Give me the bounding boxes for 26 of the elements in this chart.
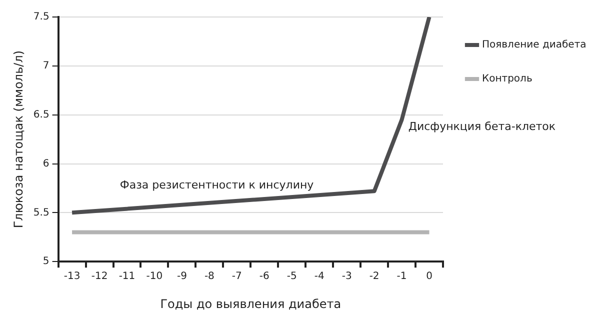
- y-tick-label: 5.5: [33, 207, 50, 218]
- x-tick-label: -1: [396, 271, 407, 282]
- y-tick-label: 7.5: [33, 12, 50, 23]
- legend-label: Контроль: [482, 74, 532, 85]
- y-tick-label: 6.5: [33, 109, 50, 120]
- y-axis-title: Глюкоза натощак (ммоль/л): [11, 50, 26, 228]
- y-tick-label: 7: [42, 60, 50, 72]
- y-tick-label: 6: [42, 158, 50, 170]
- x-tick-label: -6: [259, 271, 270, 282]
- x-tick-label: -12: [91, 271, 108, 282]
- x-tick-label: -8: [204, 271, 214, 282]
- x-tick-label: -2: [369, 271, 380, 282]
- x-tick-label: -4: [314, 271, 324, 282]
- annotation: Фаза резистентности к инсулину: [120, 178, 314, 192]
- x-tick-label: -9: [176, 271, 187, 282]
- x-tick-label: -11: [118, 271, 136, 282]
- x-axis-title: Годы до выявления диабета: [160, 296, 342, 311]
- y-tick-label: 5: [42, 256, 50, 268]
- x-tick-label: -10: [146, 271, 163, 282]
- x-tick-label: -13: [64, 271, 80, 282]
- x-tick-label: -7: [232, 271, 242, 282]
- x-tick-label: -3: [342, 271, 352, 282]
- legend-label: Появление диабета: [482, 40, 586, 51]
- annotation: Дисфункция бета-клеток: [408, 120, 556, 133]
- x-tick-label: -5: [286, 271, 297, 282]
- x-tick-label: 0: [426, 271, 432, 282]
